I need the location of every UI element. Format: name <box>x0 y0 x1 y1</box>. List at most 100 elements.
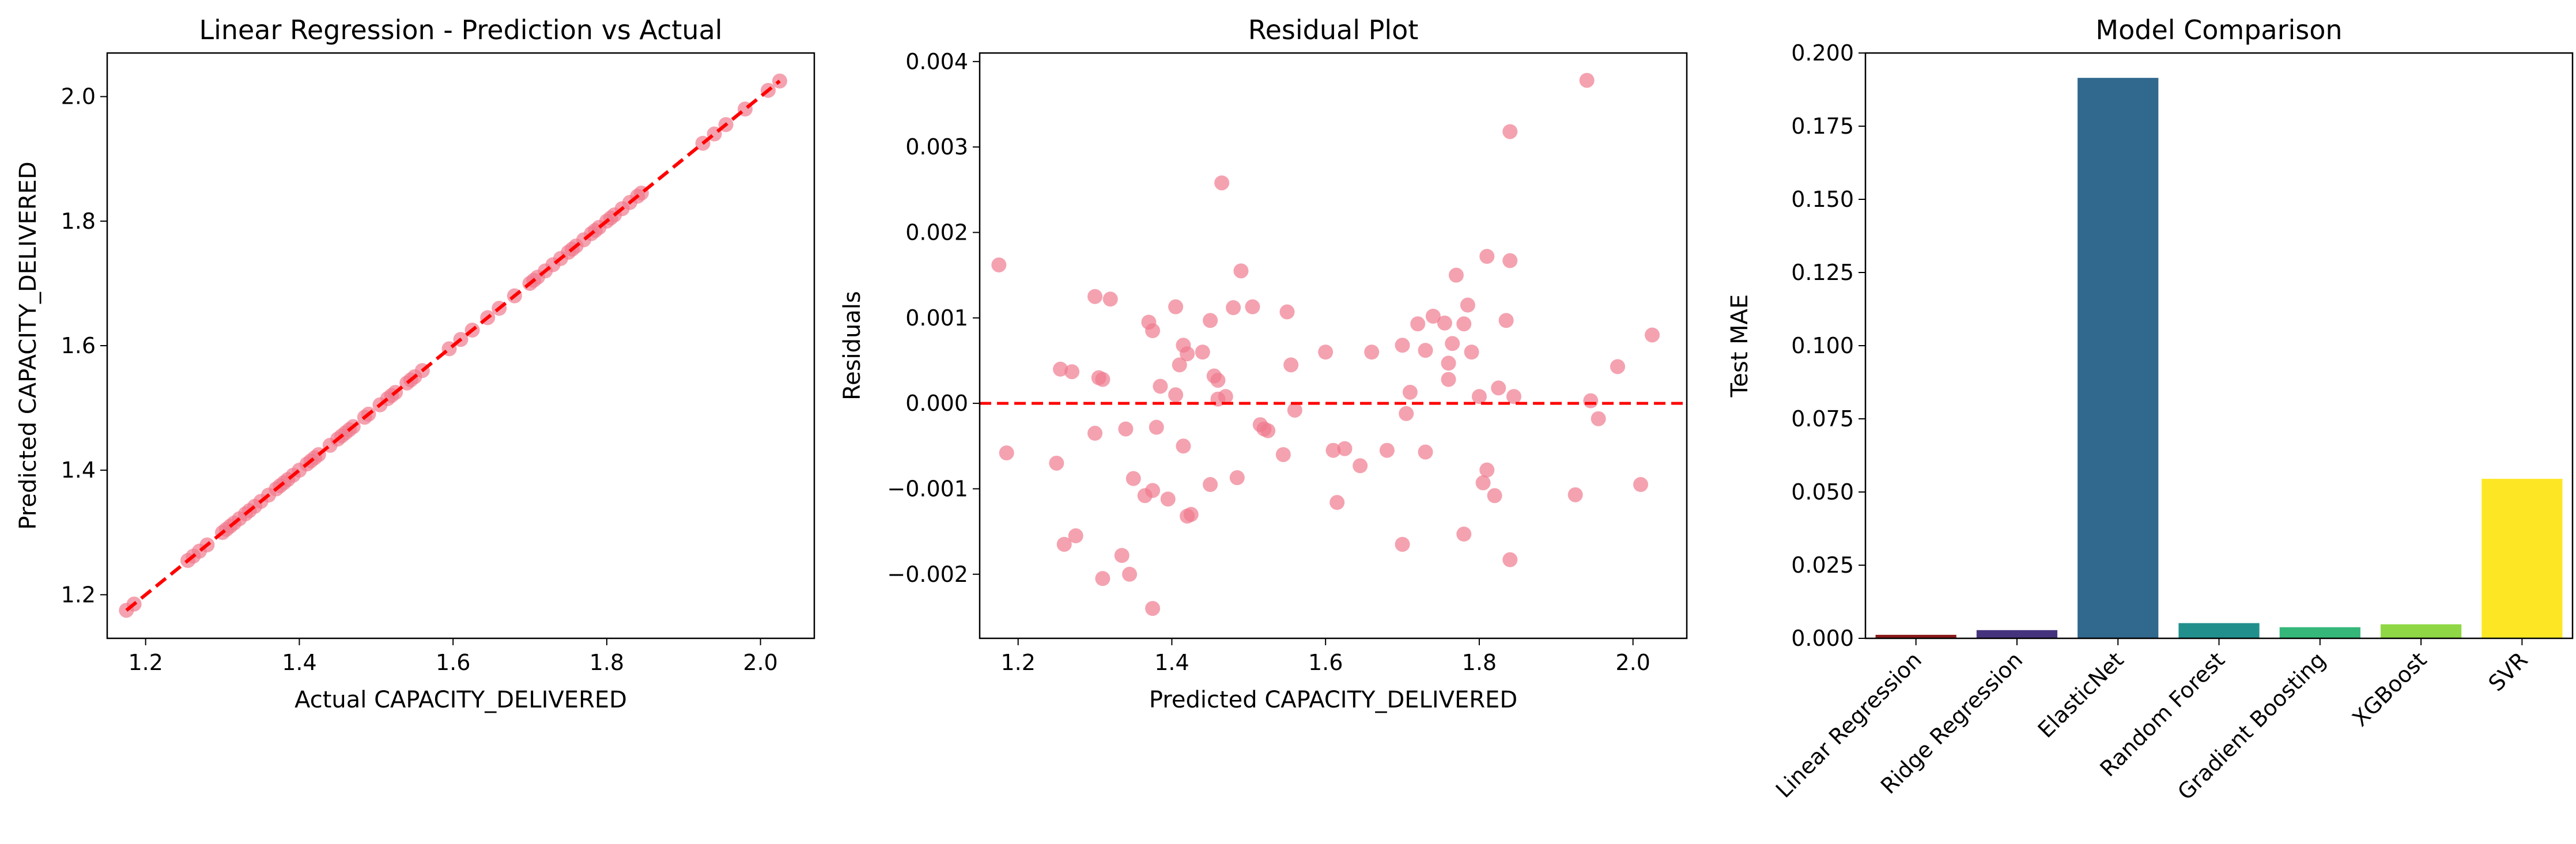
y-tick-label: 0.002 <box>905 219 968 245</box>
y-tick-label: 0.150 <box>1791 187 1854 212</box>
data-point <box>1203 477 1218 493</box>
data-point <box>1460 297 1475 313</box>
data-point <box>1153 379 1168 394</box>
data-point <box>1125 471 1141 486</box>
chart-title: Linear Regression - Prediction vs Actual <box>199 14 722 46</box>
data-point <box>1068 528 1083 544</box>
y-tick-label: 0.000 <box>1791 626 1854 651</box>
data-point <box>1337 441 1353 456</box>
plot-frame <box>106 52 815 639</box>
data-point <box>1287 402 1302 418</box>
data-point <box>1491 380 1506 396</box>
data-point <box>1567 487 1583 502</box>
data-point <box>1183 506 1199 522</box>
data-point <box>1441 355 1456 371</box>
data-point <box>1168 387 1184 403</box>
y-tick-label: 0.000 <box>905 391 968 416</box>
data-point <box>1122 566 1138 582</box>
data-point <box>1233 263 1249 279</box>
data-point <box>1445 336 1460 351</box>
x-axis-label: Actual CAPACITY_DELIVERED <box>294 687 627 713</box>
plot-frame <box>1864 52 2574 639</box>
data-point <box>1479 249 1495 264</box>
bar <box>1875 634 1956 638</box>
y-tick-label: 0.050 <box>1791 479 1854 505</box>
data-point <box>1583 393 1599 408</box>
data-point <box>1145 601 1161 616</box>
y-axis-label: Test MAE <box>1727 294 1753 398</box>
data-point <box>1364 345 1380 360</box>
data-point <box>1464 345 1479 360</box>
x-tick-label: 1.4 <box>1154 650 1189 675</box>
plot-frame <box>979 52 1688 639</box>
y-tick-label: 1.8 <box>61 209 96 234</box>
y-tick-label: 0.175 <box>1791 113 1854 139</box>
y-tick-label: 0.025 <box>1791 552 1854 578</box>
data-point <box>1095 571 1111 586</box>
x-tick-label: 1.8 <box>1462 650 1497 675</box>
data-point <box>1487 488 1502 504</box>
y-tick-label: −0.002 <box>887 562 968 587</box>
bar <box>2481 479 2563 638</box>
data-point <box>1579 73 1595 88</box>
x-tick-label: 1.8 <box>590 650 624 675</box>
data-point <box>1218 389 1233 404</box>
data-point <box>1633 477 1648 493</box>
data-point <box>1506 389 1521 404</box>
y-tick-label: 0.200 <box>1791 40 1854 66</box>
data-point <box>1118 421 1134 437</box>
data-point <box>1441 372 1456 387</box>
y-tick-label: 0.075 <box>1791 406 1854 432</box>
y-tick-label: 0.125 <box>1791 260 1854 285</box>
y-tick-label: 2.0 <box>61 84 96 109</box>
data-point <box>1160 491 1176 507</box>
data-point <box>1502 124 1518 139</box>
data-point <box>1502 552 1518 567</box>
data-point <box>1145 483 1161 498</box>
bar <box>1976 630 2058 638</box>
data-point <box>1475 475 1491 491</box>
x-tick-label: 1.2 <box>128 650 163 675</box>
data-point <box>1279 304 1295 320</box>
data-point <box>1203 313 1218 328</box>
data-point <box>999 445 1014 461</box>
x-tick-label: 1.4 <box>282 650 316 675</box>
data-point <box>1471 389 1487 404</box>
data-point <box>1145 323 1161 339</box>
x-tick-label: 2.0 <box>743 650 777 675</box>
data-point <box>1049 455 1064 471</box>
data-point <box>1176 438 1191 454</box>
y-tick-label: 1.2 <box>61 582 96 607</box>
data-point <box>1168 299 1184 315</box>
y-tick-label: −0.001 <box>887 476 968 501</box>
data-point <box>1149 419 1164 435</box>
data-point <box>1498 313 1514 328</box>
data-point <box>1318 345 1334 360</box>
data-point <box>1210 373 1226 388</box>
data-point <box>1418 343 1433 358</box>
data-point <box>1353 458 1368 474</box>
y-tick-label: 0.100 <box>1791 333 1854 358</box>
data-point <box>1229 470 1245 486</box>
data-point <box>1502 253 1518 268</box>
data-point <box>1245 299 1260 315</box>
bar <box>2380 624 2462 638</box>
data-point <box>1456 527 1472 542</box>
data-point <box>1402 384 1418 400</box>
data-point <box>1053 361 1068 377</box>
data-point <box>772 73 787 89</box>
data-point <box>1425 308 1441 324</box>
bar <box>2279 627 2360 638</box>
data-point <box>1329 495 1345 510</box>
data-point <box>1087 289 1103 304</box>
y-tick-label: 0.004 <box>905 49 968 74</box>
data-point <box>1214 175 1230 191</box>
data-point <box>1610 359 1625 374</box>
data-point <box>1395 536 1410 552</box>
data-point <box>1395 338 1410 353</box>
chart-title: Residual Plot <box>1248 14 1419 46</box>
x-tick-label: 1.6 <box>436 650 470 675</box>
y-tick-label: 0.003 <box>905 134 968 160</box>
data-point <box>1399 406 1414 421</box>
